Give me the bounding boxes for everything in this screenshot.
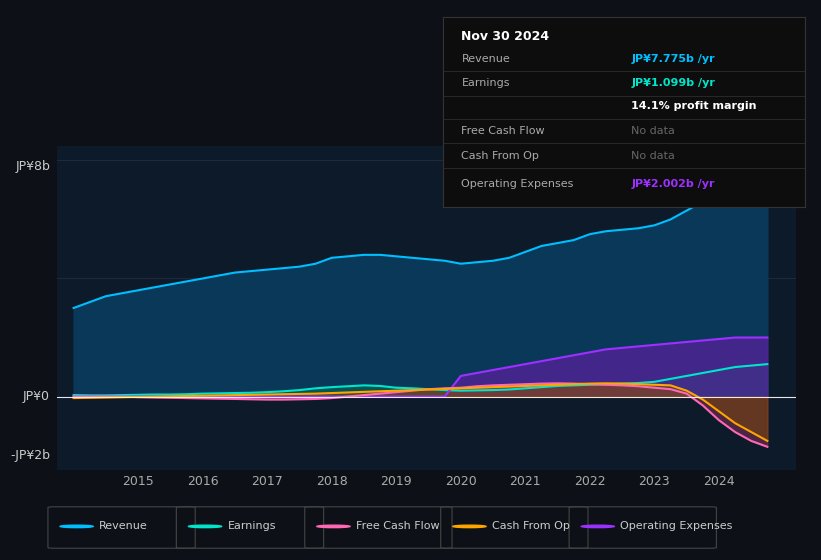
Text: JP¥0: JP¥0 bbox=[23, 390, 50, 403]
Text: Operating Expenses: Operating Expenses bbox=[461, 179, 574, 189]
Text: Operating Expenses: Operating Expenses bbox=[621, 521, 733, 531]
Circle shape bbox=[60, 525, 94, 528]
Circle shape bbox=[317, 525, 350, 528]
Text: Cash From Op: Cash From Op bbox=[492, 521, 570, 531]
Text: -JP¥2b: -JP¥2b bbox=[10, 449, 50, 462]
Text: Cash From Op: Cash From Op bbox=[461, 151, 539, 161]
Text: Earnings: Earnings bbox=[227, 521, 276, 531]
Text: Free Cash Flow: Free Cash Flow bbox=[356, 521, 440, 531]
Text: Revenue: Revenue bbox=[461, 54, 510, 64]
Text: No data: No data bbox=[631, 126, 675, 136]
Text: JP¥1.099b /yr: JP¥1.099b /yr bbox=[631, 78, 715, 88]
Text: Free Cash Flow: Free Cash Flow bbox=[461, 126, 545, 136]
Circle shape bbox=[453, 525, 486, 528]
Text: No data: No data bbox=[631, 151, 675, 161]
Circle shape bbox=[189, 525, 222, 528]
Circle shape bbox=[581, 525, 614, 528]
Text: JP¥2.002b /yr: JP¥2.002b /yr bbox=[631, 179, 715, 189]
Text: JP¥8b: JP¥8b bbox=[16, 160, 50, 174]
Text: Earnings: Earnings bbox=[461, 78, 510, 88]
Text: JP¥7.775b /yr: JP¥7.775b /yr bbox=[631, 54, 715, 64]
Text: Nov 30 2024: Nov 30 2024 bbox=[461, 30, 549, 43]
Text: 14.1% profit margin: 14.1% profit margin bbox=[631, 101, 757, 111]
Text: Revenue: Revenue bbox=[99, 521, 148, 531]
